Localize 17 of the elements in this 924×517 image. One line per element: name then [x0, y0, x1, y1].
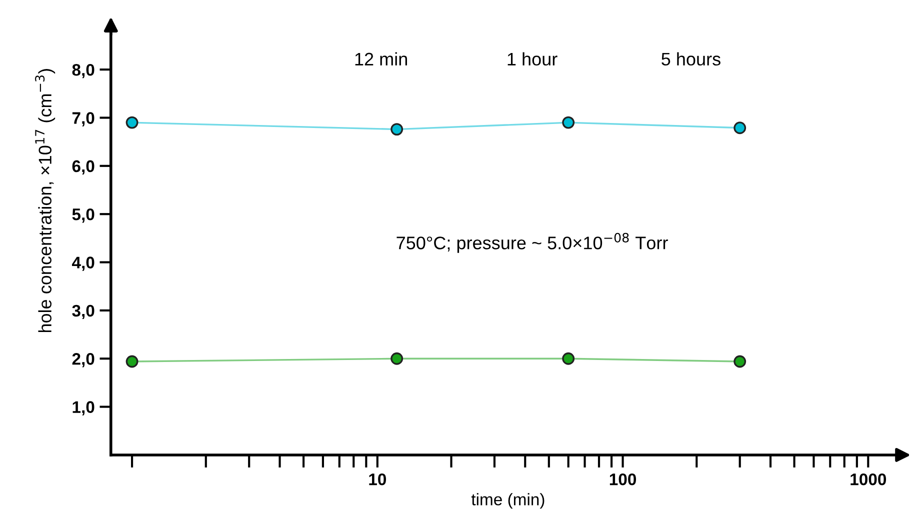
y-tick-label: 5,0	[72, 208, 94, 223]
annotation: 12 min	[355, 52, 407, 66]
y-tick-label: 8,0	[72, 64, 94, 78]
annotation: 5 hours	[662, 52, 720, 66]
y-tick-label: 6,0	[72, 160, 94, 175]
x-tick-label: 100	[610, 473, 636, 486]
x-tick-label: 10	[369, 473, 386, 486]
y-tick-label: 2,0	[72, 353, 94, 368]
y-tick-label: 7,0	[72, 112, 94, 126]
x-tick-label: 1000	[850, 473, 886, 486]
x-axis-title: time (min)	[471, 493, 544, 509]
annotation: 750°C; pressure ~ 5.0×10$^{−08}$ Torr	[396, 232, 668, 253]
y-tick-label: 1,0	[72, 401, 94, 416]
annotation: 1 hour	[508, 52, 558, 66]
y-axis-title: hole concentration, ×10$^{17}$ (cm$^{−3}$)	[35, 69, 56, 332]
y-tick-label: 4,0	[72, 256, 94, 271]
y-tick-label: 3,0	[72, 304, 94, 320]
